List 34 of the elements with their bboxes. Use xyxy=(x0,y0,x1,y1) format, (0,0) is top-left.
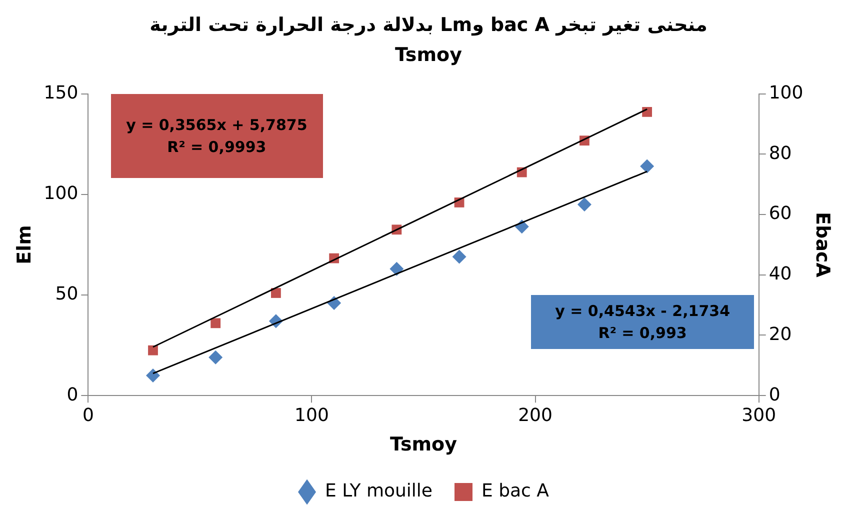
annotation: y = 0,4543x - 2,1734 R² = 0,993 xyxy=(555,301,730,344)
y-tick-label: 0 xyxy=(66,384,78,406)
y2-tick-label: 0 xyxy=(768,384,780,406)
legend-label: E bac A xyxy=(482,480,550,502)
x-axis-title: Tsmoy xyxy=(390,434,458,456)
y-tick-label: 150 xyxy=(44,82,78,104)
chart-title: منحنى تغير تبخر bac A وLm بدلالة درجة الحرارة تحت التربة Tsmoy xyxy=(148,13,708,68)
point xyxy=(642,106,652,117)
point xyxy=(390,262,404,276)
y2-axis-title: EbacA xyxy=(812,212,834,278)
point xyxy=(208,350,223,364)
point xyxy=(210,318,221,328)
point xyxy=(577,197,592,212)
y2-tick-label: 20 xyxy=(768,324,792,345)
x-tick-label: 300 xyxy=(742,405,776,426)
x-tick-label: 0 xyxy=(82,405,94,426)
y-axis-title: Elm xyxy=(13,225,36,264)
y2-tick-label: 40 xyxy=(768,264,792,285)
point xyxy=(640,159,654,174)
y2-tick-label: 80 xyxy=(768,142,792,164)
y2-tick-label: 100 xyxy=(768,82,804,104)
x-tick-label: 200 xyxy=(518,405,552,426)
equation-box: y = 0,3565x + 5,7875 R² = 0,9993 xyxy=(110,94,323,178)
point xyxy=(146,368,160,382)
equation-box: y = 0,4543x - 2,1734 R² = 0,993 xyxy=(530,295,754,350)
y2-tick-label: 60 xyxy=(768,203,792,224)
point xyxy=(452,250,466,264)
y-tick-label: 100 xyxy=(44,183,78,204)
annotation: y = 0,3565x + 5,7875 R² = 0,9993 xyxy=(126,115,308,158)
x-tick-label: 100 xyxy=(294,405,329,426)
legend-label: E LY mouille xyxy=(325,480,432,502)
point xyxy=(148,345,158,356)
y-tick-label: 50 xyxy=(55,284,78,305)
point xyxy=(271,288,281,298)
